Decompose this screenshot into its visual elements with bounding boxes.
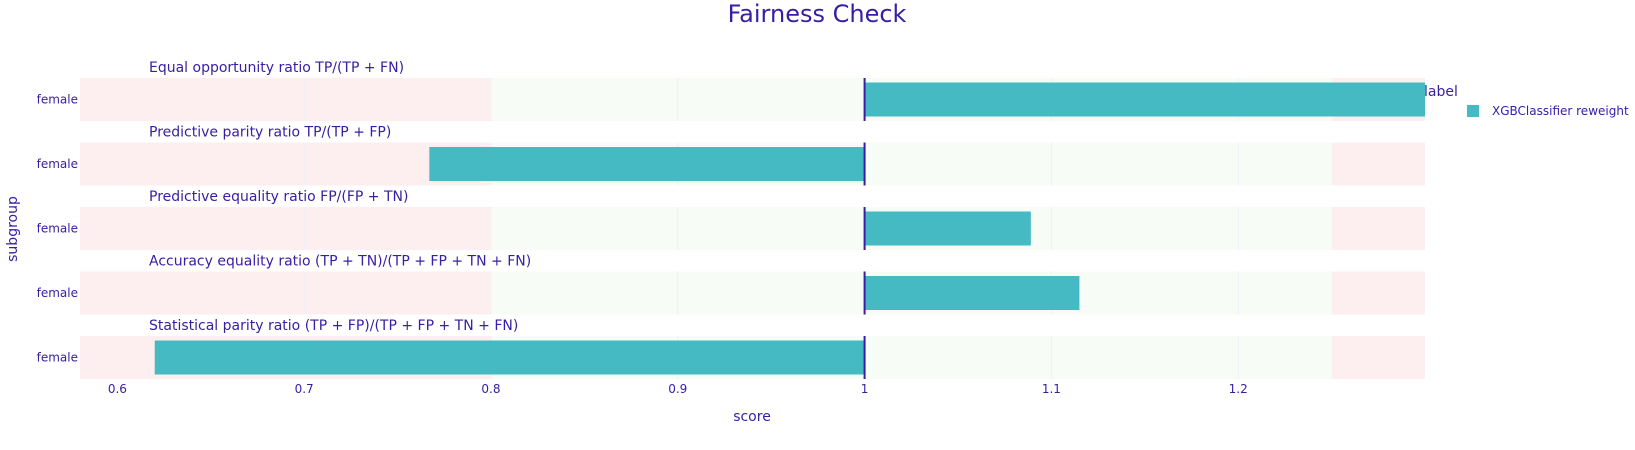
- panel-1: Predictive parity ratio TP/(TP + FP) fema…: [37, 125, 1425, 186]
- x-tick-label: 0.8: [481, 382, 500, 396]
- red-zone-low: [80, 271, 491, 315]
- bar: [154, 340, 865, 375]
- bar: [429, 147, 865, 181]
- x-tick-label: 1: [861, 382, 869, 396]
- category-label: female: [37, 222, 78, 236]
- bar: [864, 211, 1031, 246]
- x-tick-label: 1.2: [1229, 382, 1248, 396]
- category-label: female: [37, 351, 78, 365]
- category-label: female: [37, 157, 78, 171]
- panel-title: Predictive parity ratio TP/(TP + FP): [149, 125, 391, 141]
- panel-0: Equal opportunity ratio TP/(TP + FN) fema…: [37, 60, 1425, 121]
- x-tick-label: 1.1: [1042, 382, 1061, 396]
- category-label: female: [37, 93, 78, 107]
- panel-title: Equal opportunity ratio TP/(TP + FN): [149, 60, 404, 76]
- x-axis-ticks: 0.6 0.7 0.8 0.9 1 1.1 1.2: [108, 382, 1248, 396]
- category-label: female: [37, 286, 78, 300]
- red-zone-high: [1331, 207, 1425, 250]
- y-axis-label: subgroup: [5, 196, 21, 262]
- red-zone-high: [1331, 271, 1425, 315]
- x-tick-label: 0.7: [295, 382, 314, 396]
- panel-title: Predictive equality ratio FP/(FP + TN): [149, 189, 408, 205]
- legend-swatch: [1467, 105, 1479, 117]
- red-zone-low: [80, 142, 491, 186]
- panels: Equal opportunity ratio TP/(TP + FN) fema…: [37, 60, 1425, 379]
- panel-3: Accuracy equality ratio (TP + TN)/(TP + …: [37, 254, 1425, 315]
- chart-title: Fairness Check: [728, 0, 907, 28]
- red-zone-high: [1331, 336, 1425, 379]
- x-tick-label: 0.6: [108, 382, 127, 396]
- bar: [864, 82, 1425, 117]
- legend-title: label: [1424, 84, 1458, 100]
- bar: [864, 276, 1080, 310]
- x-axis-label: score: [733, 409, 771, 425]
- red-zone-low: [80, 78, 491, 121]
- legend[interactable]: label XGBClassifier reweight: [1424, 84, 1629, 118]
- panel-title: Accuracy equality ratio (TP + TN)/(TP + …: [149, 254, 531, 270]
- red-zone-high: [1331, 142, 1425, 186]
- legend-item-label: XGBClassifier reweight: [1492, 104, 1629, 118]
- panel-2: Predictive equality ratio FP/(FP + TN) fe…: [37, 189, 1425, 250]
- red-zone-low: [80, 207, 491, 250]
- panel-title: Statistical parity ratio (TP + FP)/(TP +…: [149, 318, 518, 334]
- panel-4: Statistical parity ratio (TP + FP)/(TP +…: [37, 318, 1425, 379]
- x-tick-label: 0.9: [668, 382, 687, 396]
